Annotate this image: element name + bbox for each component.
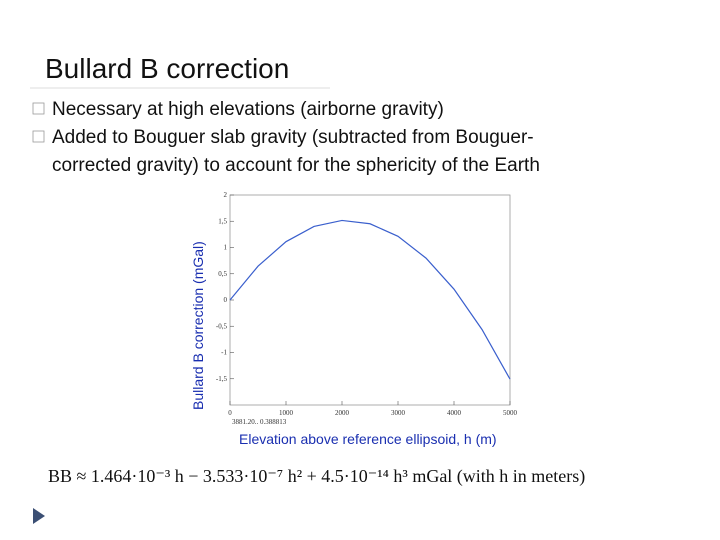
bullet-text: Necessary at high elevations (airborne g…: [52, 99, 444, 120]
data-line: [229, 219, 511, 380]
bullet-box: [32, 130, 45, 143]
y-tick-label: 1,5: [218, 217, 227, 225]
readout: 3881.20.. 0.388813: [232, 418, 287, 426]
slide-title: Bullard B correction: [45, 53, 289, 84]
y-tick-label: -0,5: [216, 322, 228, 330]
y-tick-label: -1: [221, 349, 227, 357]
bullet-text: corrected gravity) to account for the sp…: [52, 155, 540, 176]
y-tick-label: -1,5: [216, 375, 228, 383]
x-tick-label: 0: [228, 409, 232, 417]
nav-arrow: [33, 508, 45, 524]
bullet-list: Necessary at high elevations (airborne g…: [32, 99, 540, 176]
x-tick-label: 3000: [391, 409, 406, 417]
x-axis-label: Elevation above reference ellipsoid, h (…: [239, 431, 497, 447]
y-axis-label: Bullard B correction (mGal): [190, 241, 206, 410]
x-tick-label: 1000: [279, 409, 294, 417]
y-tick-label: 0,5: [218, 270, 227, 278]
chart: -1,5 -1 -0,5 0 0,5 1 1,5 2 0 1000 2000 3000 4000 5000…: [190, 191, 518, 447]
y-tick-label: 2: [224, 191, 228, 199]
x-tick-label: 5000: [503, 409, 518, 417]
formula: BB ≈ 1.464·10⁻³ h − 3.533·10⁻⁷ h² + 4.5·…: [48, 466, 585, 487]
bullet-box: [32, 102, 45, 115]
bullet-text: Added to Bouguer slab gravity (subtracte…: [52, 127, 534, 148]
plot-frame: [229, 194, 511, 406]
x-tick-label: 2000: [335, 409, 350, 417]
y-tick-label: 0: [224, 296, 228, 304]
x-tick-label: 4000: [447, 409, 462, 417]
y-tick-label: 1: [224, 244, 228, 252]
